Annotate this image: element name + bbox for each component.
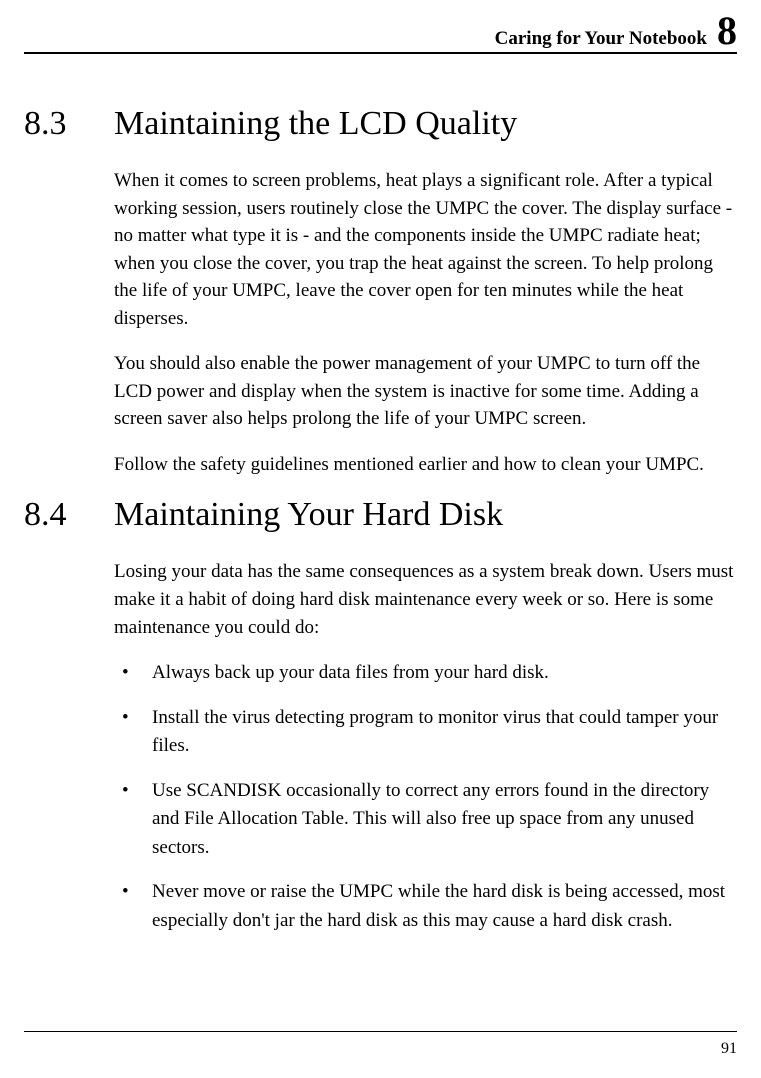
list-item: Use SCANDISK occasionally to correct any…	[114, 777, 737, 863]
list-item: Install the virus detecting program to m…	[114, 704, 737, 761]
section-heading-8-3: 8.3 Maintaining the LCD Quality	[24, 105, 737, 143]
body-paragraph: You should also enable the power managem…	[114, 350, 737, 433]
body-paragraph: When it comes to screen problems, heat p…	[114, 167, 737, 332]
list-item: Always back up your data files from your…	[114, 659, 737, 688]
section-heading-8-4: 8.4 Maintaining Your Hard Disk	[24, 496, 737, 534]
section-title: Maintaining Your Hard Disk	[114, 496, 503, 534]
section-title: Maintaining the LCD Quality	[114, 105, 517, 143]
header-chapter-number: 8	[717, 8, 737, 53]
section-body-8-4: Losing your data has the same consequenc…	[114, 558, 737, 935]
bullet-list: Always back up your data files from your…	[114, 659, 737, 935]
page: Caring for Your Notebook 8 8.3 Maintaini…	[0, 0, 761, 1078]
section-number: 8.4	[24, 496, 114, 534]
footer-rule	[24, 1031, 737, 1032]
list-item: Never move or raise the UMPC while the h…	[114, 878, 737, 935]
body-paragraph: Losing your data has the same consequenc…	[114, 558, 737, 641]
header-title: Caring for Your Notebook	[495, 28, 707, 49]
page-content: 8.3 Maintaining the LCD Quality When it …	[24, 95, 737, 951]
section-number: 8.3	[24, 105, 114, 143]
page-header: Caring for Your Notebook 8	[24, 14, 737, 54]
body-paragraph: Follow the safety guidelines mentioned e…	[114, 451, 737, 479]
page-number: 91	[721, 1040, 737, 1058]
section-body-8-3: When it comes to screen problems, heat p…	[114, 167, 737, 478]
